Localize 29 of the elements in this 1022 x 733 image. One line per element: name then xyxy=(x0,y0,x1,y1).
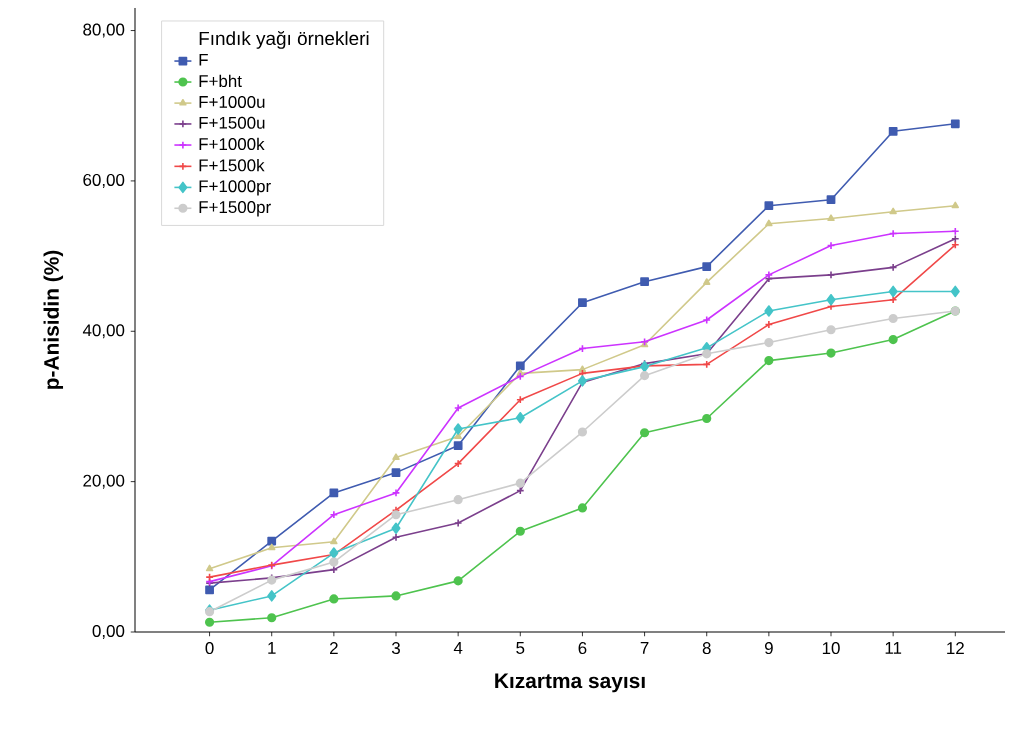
x-tick-label: 6 xyxy=(578,642,587,655)
legend-title: Fındık yağı örnekleri xyxy=(199,30,369,49)
x-tick-label: 7 xyxy=(640,642,649,654)
y-axis-title: p-Anisidin (%) xyxy=(43,250,64,389)
x-tick-label: 4 xyxy=(453,642,463,654)
x-tick-label: 12 xyxy=(947,642,964,654)
legend-label: F+1500pr xyxy=(199,201,271,217)
legend-label: F+1500k xyxy=(199,158,265,172)
legend-label: F+1500u xyxy=(199,116,265,129)
x-tick-label: 10 xyxy=(822,642,840,655)
legend-label: F+1000u xyxy=(199,95,265,108)
x-tick-label: 11 xyxy=(885,642,902,654)
x-tick-label: 9 xyxy=(764,642,773,655)
y-tick-label: 60,00 xyxy=(83,173,125,188)
y-tick-label: 80,00 xyxy=(83,23,125,38)
x-tick-label: 0 xyxy=(205,642,214,655)
x-axis-title: Kızartma sayısı xyxy=(495,673,645,693)
x-tick-label: 3 xyxy=(391,642,400,655)
x-tick-label: 2 xyxy=(330,642,338,654)
legend-label: F+1000pr xyxy=(199,180,271,196)
x-tick-label: 5 xyxy=(516,642,525,654)
x-tick-label: 8 xyxy=(702,642,711,655)
legend-label: F xyxy=(199,53,208,66)
legend-label: F+bht xyxy=(199,74,242,88)
x-tick-label: 1 xyxy=(268,642,276,654)
y-tick-label: 20,00 xyxy=(83,474,125,489)
legend-label: F+1000k xyxy=(199,137,265,151)
y-tick-label: 40,00 xyxy=(82,324,125,339)
y-tick-label: 0,00 xyxy=(92,625,125,639)
